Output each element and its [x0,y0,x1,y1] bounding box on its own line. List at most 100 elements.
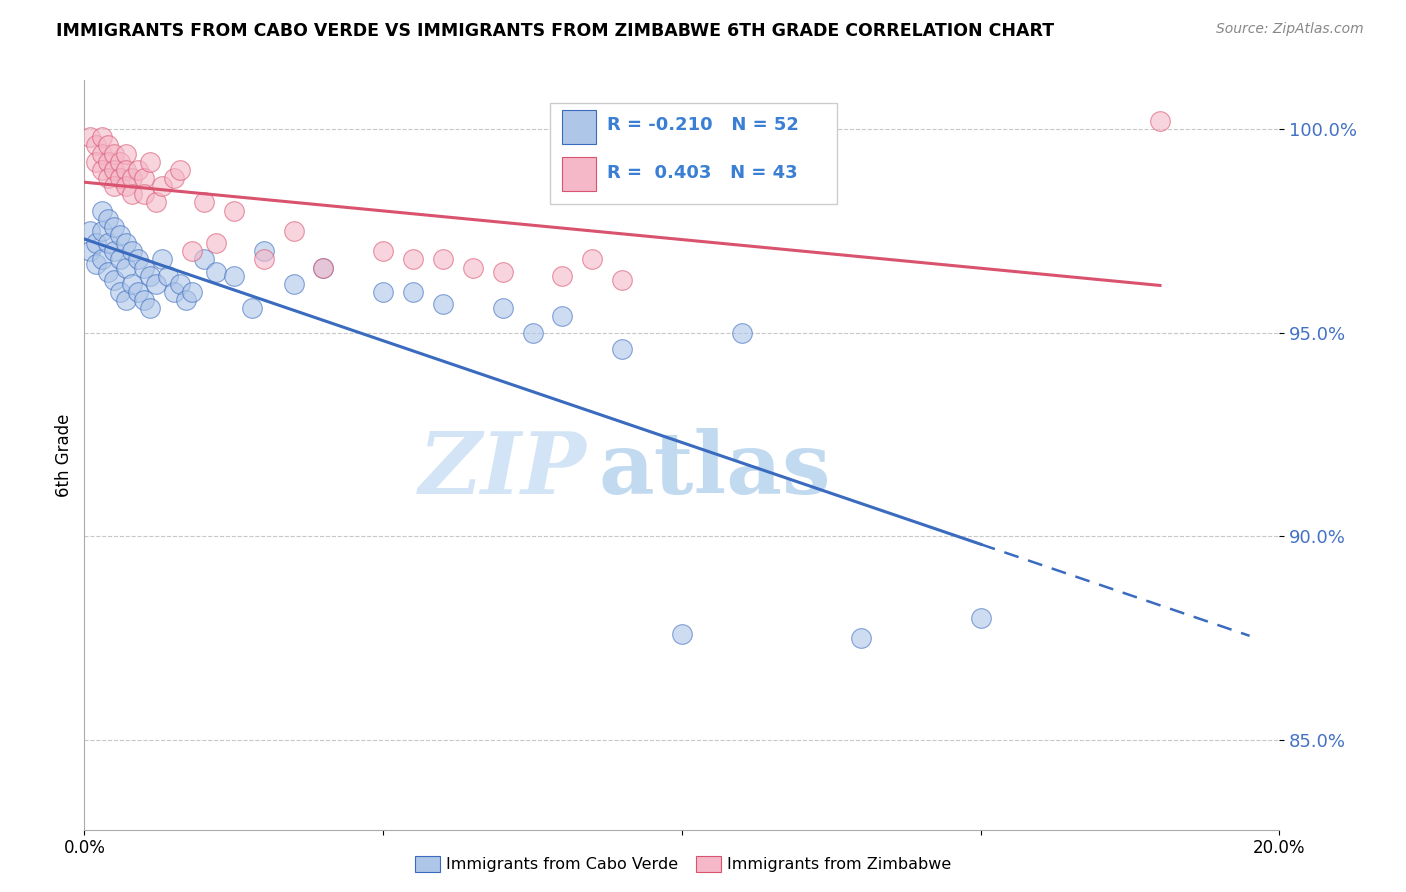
Text: Source: ZipAtlas.com: Source: ZipAtlas.com [1216,22,1364,37]
Point [461,260,484,275]
Point [671,627,693,641]
Point [139,268,162,283]
Point [127,252,149,267]
Point [115,146,138,161]
Point [110,285,132,299]
Point [132,187,156,202]
Point [97,211,120,226]
Point [373,244,395,259]
Point [110,252,132,267]
Point [103,162,125,177]
Point [205,236,228,251]
Point [193,252,215,267]
Point [97,171,120,186]
Point [139,154,162,169]
Point [150,252,173,267]
Point [1149,114,1171,128]
Point [551,310,574,324]
Point [127,162,149,177]
Point [551,268,574,283]
Point [110,154,132,169]
Point [581,252,603,267]
Point [127,285,149,299]
Point [103,179,125,194]
Point [612,273,634,287]
Point [193,195,215,210]
Point [132,171,156,186]
Point [174,293,197,308]
Point [103,146,125,161]
Point [222,203,245,218]
Point [169,277,191,291]
Point [240,301,263,316]
Y-axis label: 6th Grade: 6th Grade [55,413,73,497]
Point [132,293,156,308]
Point [86,236,108,251]
Point [97,265,120,279]
Point [86,154,108,169]
Point [612,342,634,356]
Point [121,187,143,202]
Point [79,224,101,238]
Point [91,162,114,177]
Text: atlas: atlas [599,428,831,512]
Point [283,277,305,291]
FancyBboxPatch shape [562,158,596,191]
Point [205,265,228,279]
Point [522,326,544,340]
Point [157,268,180,283]
Point [91,203,114,218]
Point [163,171,186,186]
Point [373,285,395,299]
Point [91,130,114,145]
Point [115,179,138,194]
Point [851,631,873,645]
Point [121,171,143,186]
Point [181,244,204,259]
Point [139,301,162,316]
Point [432,297,454,311]
Text: ZIP: ZIP [419,428,586,512]
Point [86,256,108,270]
Point [79,130,101,145]
Point [492,265,515,279]
Point [312,260,335,275]
Point [115,293,138,308]
Point [115,236,138,251]
Point [97,138,120,153]
Point [145,277,167,291]
Point [121,244,143,259]
Point [150,179,173,194]
Point [169,162,191,177]
Text: R = -0.210   N = 52: R = -0.210 N = 52 [606,116,799,134]
Point [253,252,276,267]
Point [222,268,245,283]
Point [115,260,138,275]
Point [145,195,167,210]
Text: Immigrants from Zimbabwe: Immigrants from Zimbabwe [727,857,950,871]
Point [253,244,276,259]
Point [79,244,101,259]
Point [163,285,186,299]
Text: R =  0.403   N = 43: R = 0.403 N = 43 [606,164,797,182]
Point [312,260,335,275]
Point [110,171,132,186]
FancyBboxPatch shape [551,103,838,204]
Text: IMMIGRANTS FROM CABO VERDE VS IMMIGRANTS FROM ZIMBABWE 6TH GRADE CORRELATION CHA: IMMIGRANTS FROM CABO VERDE VS IMMIGRANTS… [56,22,1054,40]
Point [91,146,114,161]
Point [86,138,108,153]
Point [97,154,120,169]
Point [110,227,132,242]
Point [402,285,425,299]
Point [97,236,120,251]
Text: Immigrants from Cabo Verde: Immigrants from Cabo Verde [446,857,678,871]
Point [115,162,138,177]
Point [731,326,754,340]
Point [432,252,454,267]
Point [121,277,143,291]
FancyBboxPatch shape [562,111,596,144]
Point [103,273,125,287]
Point [970,611,993,625]
Point [402,252,425,267]
Point [132,260,156,275]
